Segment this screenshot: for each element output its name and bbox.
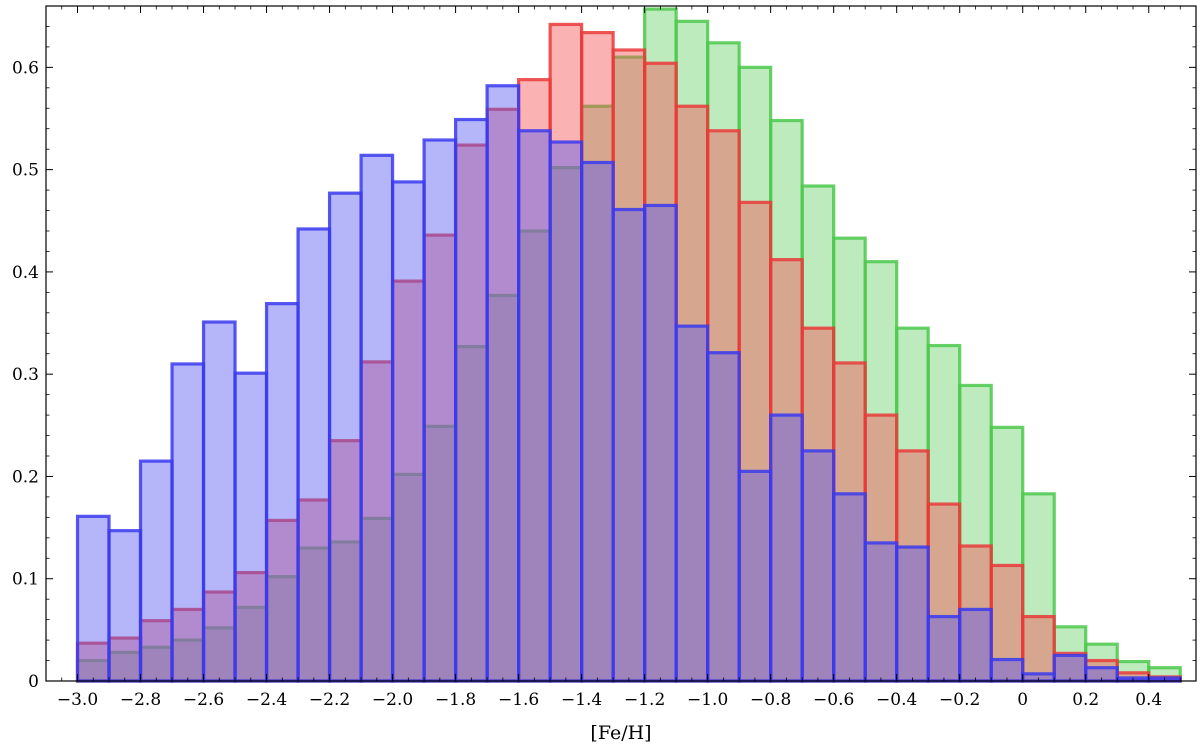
y-tick-label: 0.4 xyxy=(12,263,39,283)
histogram-bar xyxy=(107,529,143,683)
x-tick-label: −1.4 xyxy=(561,690,602,710)
x-tick-label: −1.6 xyxy=(498,690,539,710)
histogram-bar xyxy=(170,362,206,683)
histogram-bar xyxy=(422,138,458,683)
x-tick-label: −1.8 xyxy=(435,690,476,710)
x-tick-label: −0.2 xyxy=(939,690,980,710)
x-tick-label: −0.8 xyxy=(750,690,791,710)
histogram-bar xyxy=(832,492,867,683)
histogram-bar xyxy=(516,229,552,683)
histogram-bar xyxy=(327,191,363,683)
x-tick-label: 0 xyxy=(1017,690,1028,710)
plot-frame xyxy=(45,5,1197,682)
histogram-bar xyxy=(75,514,111,683)
histogram-bar xyxy=(233,371,269,683)
histogram-bar xyxy=(485,84,521,683)
y-tick-label: 0 xyxy=(28,672,39,692)
x-tick-label: −2.0 xyxy=(372,690,413,710)
y-tick-label: 0.6 xyxy=(12,58,39,78)
histogram-bar xyxy=(958,607,993,683)
x-tick-label: −2.6 xyxy=(183,690,224,710)
x-tick-label: −1.2 xyxy=(624,690,665,710)
histogram-bar xyxy=(863,541,899,683)
y-tick-label: 0.1 xyxy=(12,570,39,590)
bars-layer xyxy=(75,7,1182,683)
histogram-bar xyxy=(580,160,615,683)
histogram-bar xyxy=(611,55,647,683)
histogram-bar xyxy=(926,614,962,683)
y-tick-label: 0.3 xyxy=(12,365,39,385)
histogram-bar xyxy=(453,143,489,683)
x-tick-label: 0.4 xyxy=(1135,690,1162,710)
histogram-bar xyxy=(611,207,647,683)
histogram-bar xyxy=(863,260,899,683)
histogram-bar xyxy=(516,129,552,683)
histogram-bar xyxy=(390,180,426,683)
histogram-bar xyxy=(706,129,741,683)
histogram-bar xyxy=(800,449,836,683)
y-tick-label: 0.2 xyxy=(12,467,39,487)
x-tick-label: 0.2 xyxy=(1072,690,1099,710)
histogram-bar xyxy=(895,545,930,683)
y-tick-label: 0.5 xyxy=(12,161,39,181)
histogram-bar xyxy=(548,165,584,683)
x-tick-label: −2.2 xyxy=(309,690,350,710)
histogram-bar xyxy=(863,413,899,683)
x-tick-label: −1.0 xyxy=(687,690,728,710)
histogram-bar xyxy=(516,78,552,683)
histogram-bar xyxy=(548,140,584,683)
histogram-bar xyxy=(737,469,773,683)
histogram-bar xyxy=(706,351,741,683)
histogram-bar xyxy=(643,7,678,683)
histogram-bar xyxy=(485,107,521,683)
histogram-bar xyxy=(359,153,395,683)
histogram-bar xyxy=(643,203,678,683)
histogram-bar xyxy=(737,65,773,683)
histogram-bar xyxy=(1052,653,1088,683)
histogram-bar xyxy=(296,227,332,683)
histogram-bar xyxy=(769,258,804,683)
histogram-bar xyxy=(201,320,237,683)
histogram-bar xyxy=(107,636,143,683)
x-tick-label: −0.6 xyxy=(813,690,854,710)
histogram-bar xyxy=(674,324,710,683)
histogram-bar xyxy=(895,326,930,683)
x-tick-label: −2.4 xyxy=(246,690,287,710)
histogram-bar xyxy=(264,302,300,683)
x-tick-label: −0.4 xyxy=(876,690,917,710)
histogram-bar xyxy=(1021,614,1056,683)
ticks-layer: −3.0 −2.8 −2.6 −2.4 −2.2 −2.0 −1.8 −1.6 −1.4 −1.2… xyxy=(12,5,1197,710)
histogram-bar xyxy=(453,117,489,683)
histogram-bar xyxy=(138,459,174,683)
histogram-bar xyxy=(769,413,804,683)
x-tick-label: −3.0 xyxy=(57,690,98,710)
x-axis-label: [Fe/H] xyxy=(590,722,651,744)
x-tick-label: −2.8 xyxy=(120,690,161,710)
